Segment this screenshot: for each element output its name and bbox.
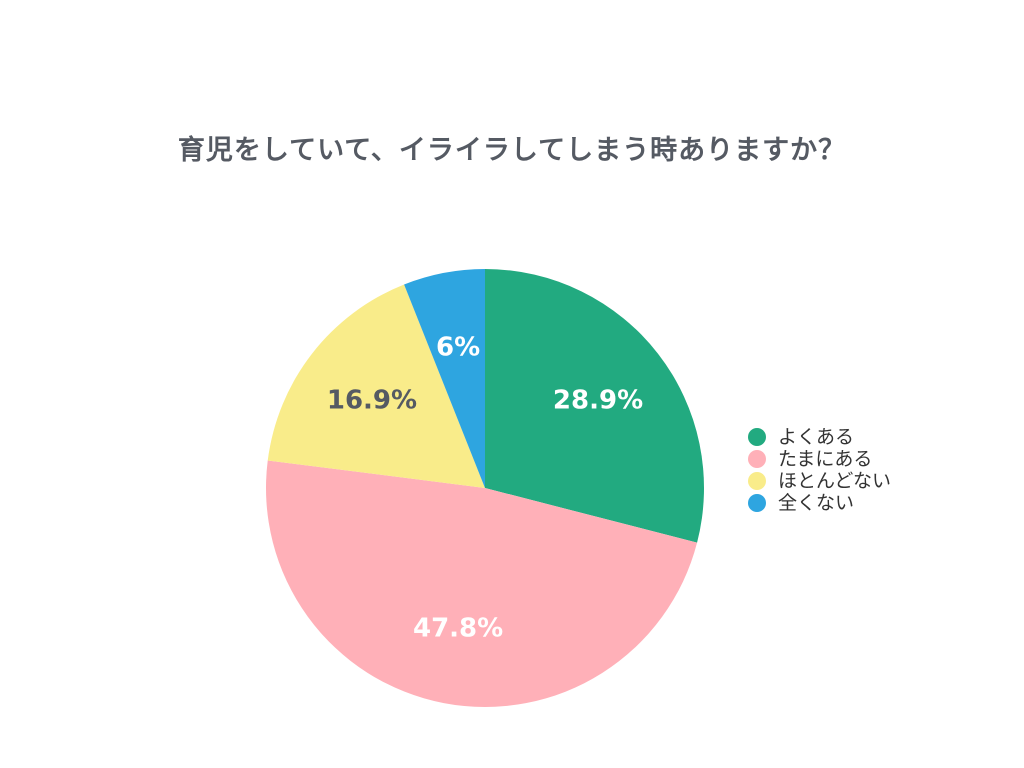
legend-item-often: よくある: [748, 426, 891, 448]
pie-slice-never: [404, 269, 485, 488]
pie-slice-labels: 28.9% 47.8% 16.9% 6%: [327, 333, 643, 644]
chart-title: 育児をしていて、イライラしてしまう時ありますか？: [177, 135, 847, 166]
slice-value-label-never: 6%: [436, 333, 480, 363]
pie-slices: [266, 269, 704, 707]
slice-value-label-often: 28.9%: [553, 385, 643, 415]
legend-label: よくある: [778, 426, 855, 448]
pie-slice-often: [485, 269, 704, 543]
legend-item-never: 全くない: [748, 492, 891, 514]
legend-label: ほとんどない: [778, 470, 892, 492]
legend-swatch-icon: [748, 472, 766, 490]
legend-swatch-icon: [748, 450, 766, 468]
legend-item-sometimes: たまにある: [748, 448, 891, 470]
legend-item-rarely: ほとんどない: [748, 470, 891, 492]
pie-slice-sometimes: [266, 460, 698, 707]
legend-label: たまにある: [778, 448, 873, 470]
pie-slice-rarely: [267, 284, 485, 488]
legend-swatch-icon: [748, 494, 766, 512]
slice-value-label-rarely: 16.9%: [327, 385, 417, 415]
legend-swatch-icon: [748, 428, 766, 446]
slice-value-label-sometimes: 47.8%: [413, 613, 503, 643]
legend: よくある たまにある ほとんどない 全くない: [748, 426, 891, 514]
legend-label: 全くない: [778, 492, 855, 514]
